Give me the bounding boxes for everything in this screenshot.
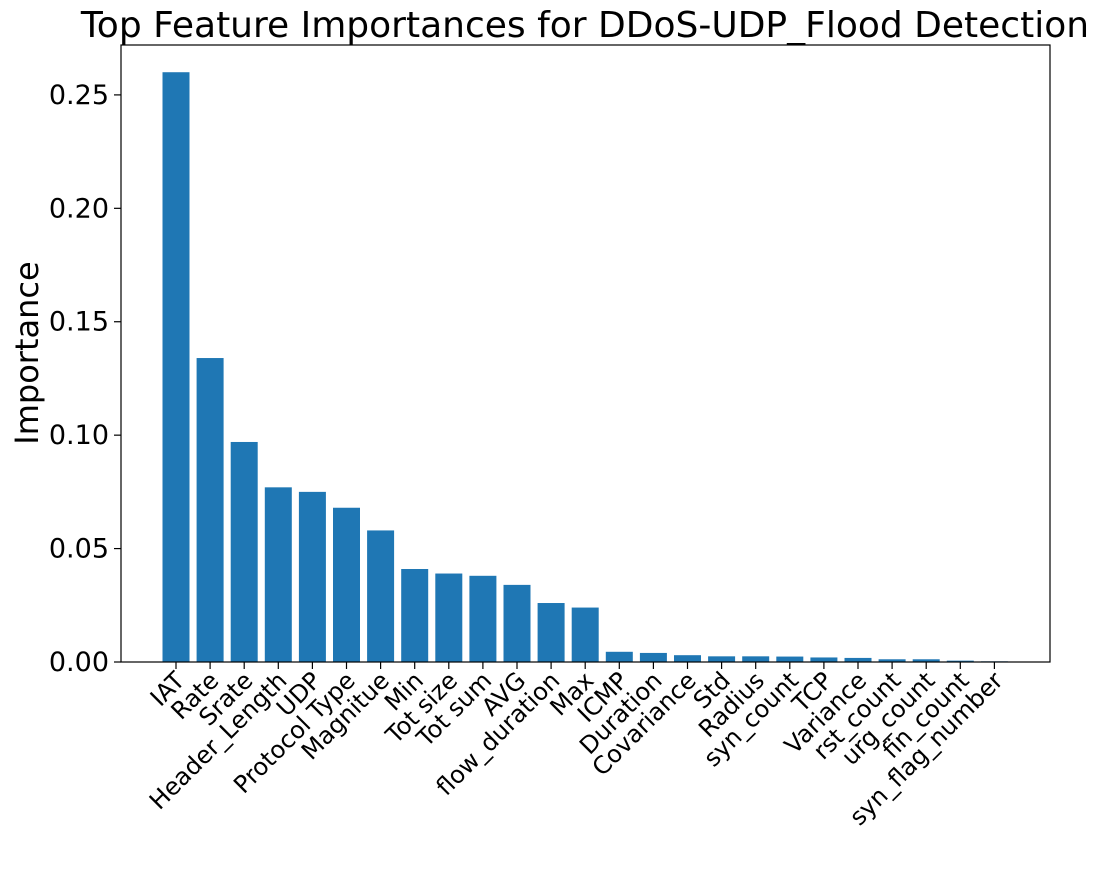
y-tick-label: 0.05	[49, 534, 109, 565]
bar-magnitue	[367, 530, 395, 662]
bar-tot-sum	[469, 575, 497, 662]
chart-title: Top Feature Importances for DDoS-UDP_Flo…	[80, 5, 1089, 46]
plot-frame	[120, 44, 1051, 663]
y-tick-label: 0.25	[49, 80, 109, 111]
bar-rst-count	[878, 659, 906, 662]
bar-srate	[230, 441, 258, 662]
bar-avg	[503, 584, 531, 663]
bar-covariance	[674, 655, 701, 662]
y-tick-label: 0.00	[49, 647, 109, 678]
bar-urg-count	[912, 659, 940, 662]
bar-udp	[298, 491, 326, 662]
bar-tcp	[810, 657, 838, 662]
bars-group	[162, 72, 1008, 663]
bar-variance	[844, 657, 872, 662]
y-tick-label: 0.10	[49, 420, 109, 451]
y-tick-label: 0.15	[49, 307, 109, 338]
bar-rate	[196, 358, 224, 662]
bar-header-length	[264, 487, 292, 662]
bar-icmp	[605, 651, 633, 662]
bar-iat	[162, 72, 190, 663]
bar-std	[708, 656, 736, 662]
bar-max	[571, 607, 599, 662]
bar-duration	[639, 652, 667, 662]
bar-min	[401, 569, 429, 662]
bar-protocol-type	[333, 507, 360, 662]
y-axis-ticks: 0.00 0.05 0.10 0.15 0.20 0.25	[49, 80, 121, 678]
bar-syn-count	[776, 656, 804, 662]
bar-tot-size	[435, 573, 463, 662]
bar-fin-count	[946, 660, 974, 662]
y-tick-label: 0.20	[49, 193, 109, 224]
bar-flow-duration	[537, 603, 565, 662]
bar-radius	[742, 656, 770, 662]
y-axis-label: Importance	[8, 261, 46, 444]
